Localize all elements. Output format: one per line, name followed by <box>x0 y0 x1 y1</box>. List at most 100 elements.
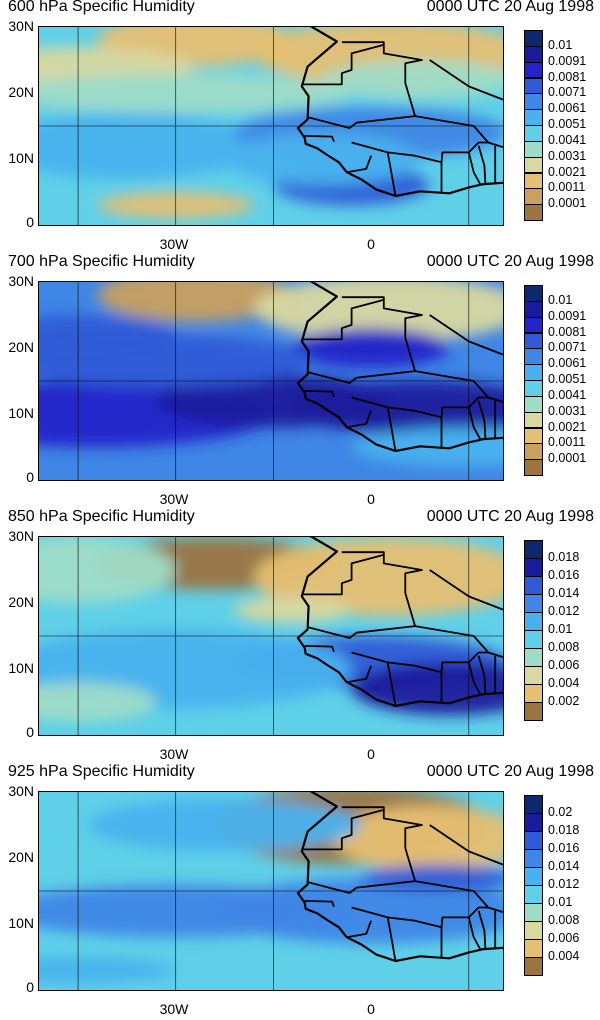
country-border <box>429 314 503 356</box>
x-tick-label: 30W <box>159 1001 189 1017</box>
y-tick-label: 0 <box>26 979 34 995</box>
country-border <box>302 808 385 851</box>
colorbar-label: 0.01 <box>548 622 573 636</box>
colorbar-label: 0.0001 <box>548 451 587 466</box>
colorbar-swatch <box>524 540 543 559</box>
colorbar-swatch <box>524 576 543 595</box>
country-border <box>467 917 482 951</box>
colorbar-label: 0.01 <box>548 292 573 307</box>
y-tick-label: 30N <box>8 18 34 34</box>
colorbar-swatch <box>524 459 543 476</box>
colorbar-swatch <box>524 172 543 190</box>
country-border <box>341 806 423 849</box>
colorbar-label: 0.004 <box>548 676 580 690</box>
y-tick-label: 30N <box>8 783 34 799</box>
colorbar-swatch <box>524 795 543 814</box>
colorbar-label: 0.012 <box>548 877 580 891</box>
colorbar-swatch <box>524 93 543 111</box>
humidity-map <box>38 281 504 481</box>
colorbar-label: 0.0091 <box>548 308 587 323</box>
map-panel-4: 925 hPa Specific Humidity 0000 UTC 20 Aug… <box>0 763 600 1020</box>
colorbar-label: 0.0011 <box>548 435 586 450</box>
colorbar-label: 0.0041 <box>548 132 587 147</box>
country-border <box>346 920 372 939</box>
colorbar-label: 0.014 <box>548 859 580 873</box>
colorbar-swatch <box>524 612 543 631</box>
country-border <box>304 135 335 143</box>
y-tick-label: 10N <box>8 150 34 166</box>
colorbar-swatch <box>524 903 543 922</box>
humidity-shading <box>39 792 503 990</box>
colorbar-label: 0.0021 <box>548 164 587 179</box>
colorbar-swatch <box>524 188 543 206</box>
country-border <box>302 43 385 86</box>
colorbar-label: 0.0031 <box>548 148 587 163</box>
colorbar-label: 0.016 <box>548 568 580 582</box>
y-tick-label: 30N <box>8 273 34 289</box>
map-panel-2: 700 hPa Specific Humidity 0000 UTC 20 Aug… <box>0 253 600 510</box>
colorbar-swatch <box>524 204 543 221</box>
colorbar-swatch <box>524 332 543 350</box>
country-border <box>414 880 503 913</box>
country-border <box>346 410 372 429</box>
colorbar-label: 0.0051 <box>548 117 587 131</box>
colorbar-label: 0.004 <box>548 949 580 963</box>
x-tick-label: 30W <box>159 491 189 507</box>
colorbar-swatch <box>524 364 543 381</box>
country-border <box>414 625 503 658</box>
colorbar-swatch <box>524 140 543 158</box>
colorbar-label: 0.006 <box>548 658 580 672</box>
colorbar-swatch <box>524 77 543 95</box>
colorbar-swatch <box>524 594 543 613</box>
country-border <box>304 390 335 398</box>
coastline <box>296 282 503 453</box>
humidity-shading <box>39 537 503 735</box>
y-tick-label: 20N <box>8 849 34 865</box>
valid-time-label: 0000 UTC 20 Aug 1998 <box>426 253 594 270</box>
colorbar-swatch <box>524 411 543 429</box>
x-tick-label: 30W <box>159 746 189 762</box>
colorbar-label: 0.01 <box>548 895 573 909</box>
colorbar-label: 0.0081 <box>548 69 587 84</box>
colorbar-label: 0.0031 <box>548 403 587 418</box>
country-border <box>341 551 423 594</box>
country-border <box>477 655 487 695</box>
country-border <box>304 900 335 908</box>
country-border <box>477 145 487 185</box>
country-border <box>308 592 416 639</box>
colorbar-label: 0.008 <box>548 640 580 654</box>
country-border <box>308 847 416 894</box>
colorbar-swatch <box>524 125 543 142</box>
country-border <box>477 400 487 440</box>
colorbar-label: 0.01 <box>548 37 573 52</box>
y-tick-label: 0 <box>26 469 34 485</box>
x-tick-label: 30W <box>159 236 189 252</box>
panel-title: 925 hPa Specific Humidity <box>8 763 195 780</box>
y-tick-label: 20N <box>8 594 34 610</box>
country-border <box>467 407 482 441</box>
colorbar-label: 0.0081 <box>548 324 587 339</box>
colorbar-swatch <box>524 443 543 461</box>
country-border <box>302 553 385 596</box>
colorbar-label: 0.014 <box>548 586 580 600</box>
y-tick-label: 0 <box>26 214 34 230</box>
x-tick-label: 0 <box>367 491 375 507</box>
map-panel-3: 850 hPa Specific Humidity 0000 UTC 20 Aug… <box>0 508 600 765</box>
colorbar-label: 0.0061 <box>548 356 587 371</box>
country-border <box>346 155 372 174</box>
colorbar-label: 0.0011 <box>548 180 586 195</box>
country-border <box>386 662 397 707</box>
humidity-shading <box>39 282 503 480</box>
country-border <box>467 152 482 186</box>
y-tick-label: 30N <box>8 528 34 544</box>
colorbar-label: 0.002 <box>548 694 580 708</box>
colorbar-swatch <box>524 831 543 850</box>
colorbar-swatch <box>524 702 543 721</box>
valid-time-label: 0000 UTC 20 Aug 1998 <box>426 508 594 525</box>
colorbar-swatch <box>524 957 543 976</box>
colorbar-label: 0.0061 <box>548 101 587 116</box>
coastline <box>296 27 503 198</box>
colorbar-label: 0.02 <box>548 805 573 819</box>
country-border <box>429 569 503 611</box>
colorbar-swatch <box>524 666 543 685</box>
